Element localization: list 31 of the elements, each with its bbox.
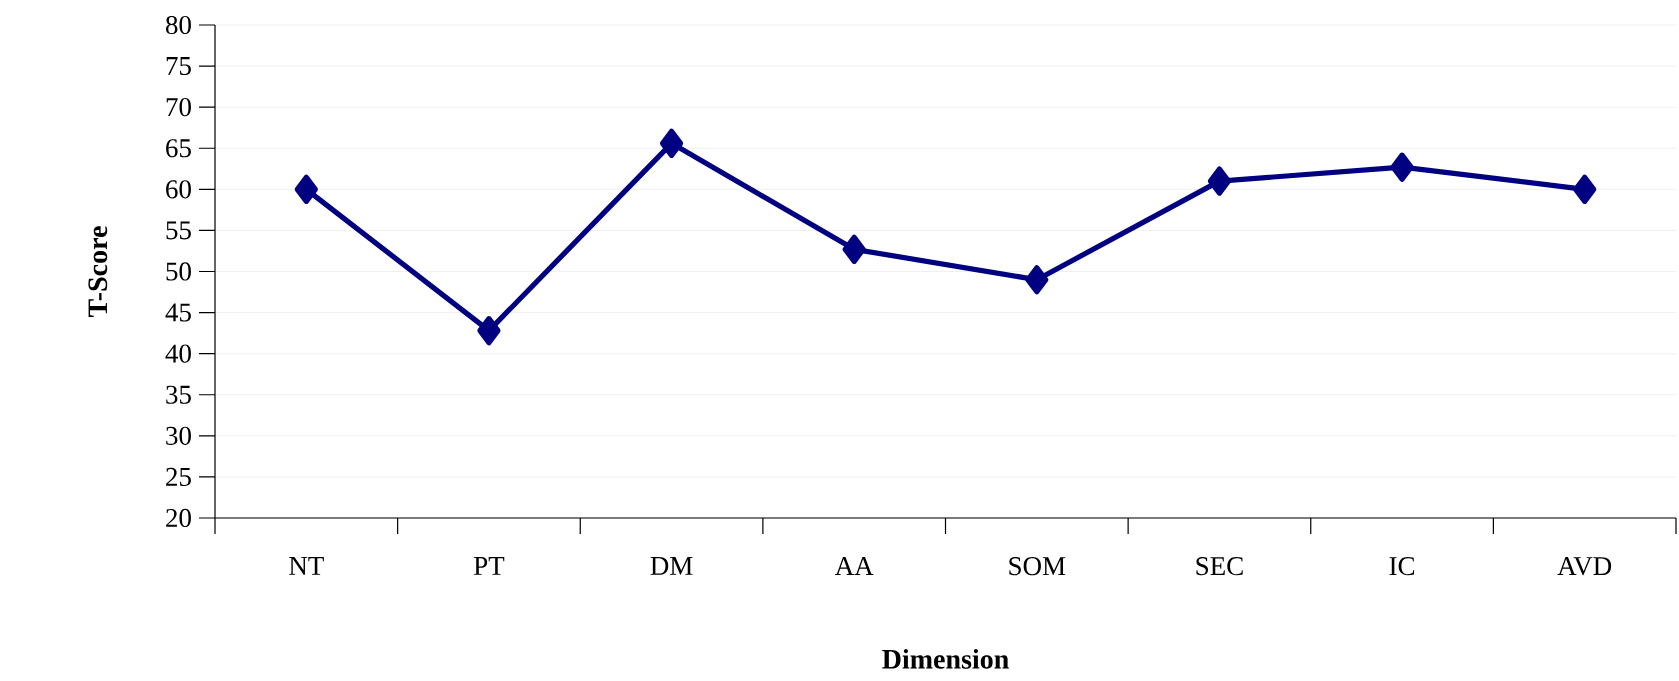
x-tick-label: AA [834,557,874,575]
x-axis-title: Dimension [882,649,1009,669]
y-tick-label: 20 [166,508,191,528]
y-tick-label: 35 [166,385,191,404]
point [1207,166,1232,196]
x-tick-label: PT [473,557,505,575]
x-tick-label: SEC [1196,557,1243,576]
y-tick-label: 60 [166,180,191,199]
y-tick-label: 25 [166,467,191,486]
x-tick-label: SOM [1009,557,1066,576]
x-tick-label: NT [289,557,324,575]
y-axis-title: T-Score [88,226,108,317]
point [1025,265,1049,295]
y-tick-label: 75 [166,57,191,76]
y-tick-label: 30 [166,426,191,445]
y-tick-label: 40 [165,344,191,363]
x-tick-label: DM [650,557,693,575]
point [842,234,866,264]
point [1573,174,1597,204]
y-tick-label: 55 [166,221,191,240]
x-tick-label: AVD [1557,557,1612,576]
x-tick-label: IC [1389,557,1415,576]
y-tick-label: 70 [166,98,191,117]
point [1390,152,1414,182]
y-tick-label: 65 [166,139,191,158]
point [294,174,318,204]
y-tick-label: 50 [166,262,191,281]
y-tick-label: 45 [165,303,191,322]
point [477,316,501,346]
point [659,128,684,158]
y-tick-label: 80 [165,15,191,35]
